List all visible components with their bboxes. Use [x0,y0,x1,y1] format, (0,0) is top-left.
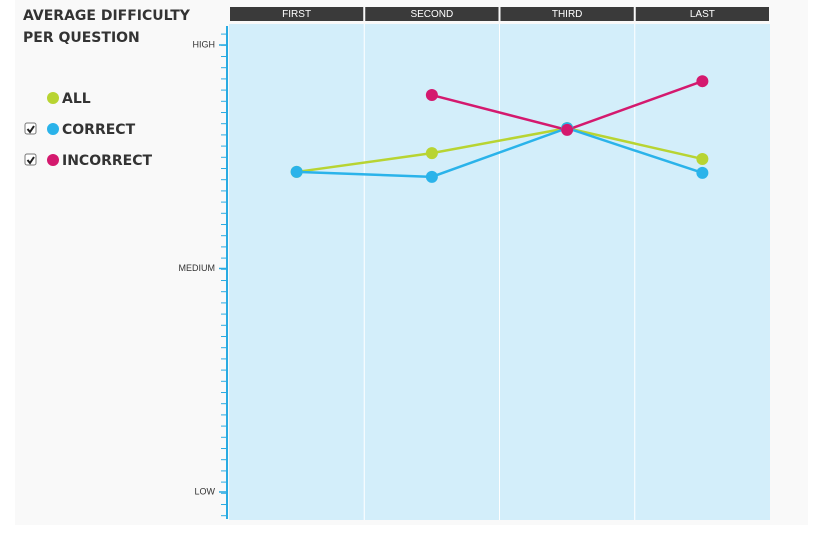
y-tick-label: MEDIUM [179,263,216,273]
series-line [296,126,703,174]
column-header [635,7,769,21]
minor-ticks [221,28,227,518]
data-point[interactable] [290,165,303,178]
data-point[interactable] [425,170,438,183]
chart-title: AVERAGE DIFFICULTY [23,8,191,24]
legend-dot [47,92,59,104]
legend-label[interactable]: ALL [62,91,91,107]
x-tick-label: FIRST [282,9,311,20]
x-tick-label: LAST [690,9,715,20]
checkmark [26,125,35,134]
chart-title: PER QUESTION [23,30,140,46]
legend-label[interactable]: CORRECT [62,122,136,138]
data-point[interactable] [425,147,438,160]
legend-dot [47,154,59,166]
column-header [500,7,634,21]
checkmark [26,156,35,165]
x-tick-label: THIRD [552,9,583,20]
data-point[interactable] [425,89,438,102]
x-tick-label: SECOND [410,9,453,20]
column-header [365,7,499,21]
data-point[interactable] [561,123,574,136]
data-point[interactable] [696,166,709,179]
column-header [230,7,364,21]
data-point[interactable] [696,152,709,165]
series-line [296,126,703,179]
legend-dot [47,123,59,135]
y-tick-label: HIGH [193,39,216,49]
data-point[interactable] [696,75,709,88]
legend-label[interactable]: INCORRECT [62,153,153,169]
y-tick-label: LOW [194,486,215,496]
